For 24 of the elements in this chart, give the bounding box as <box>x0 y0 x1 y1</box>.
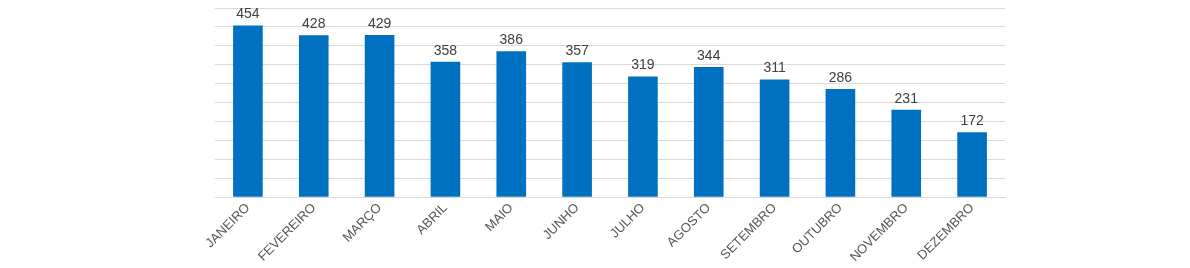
data-label: 286 <box>828 68 853 85</box>
data-label: 344 <box>697 46 721 63</box>
bar <box>825 89 856 197</box>
data-label: 357 <box>565 42 589 59</box>
bar <box>233 25 263 197</box>
bar <box>364 34 395 197</box>
data-label: 358 <box>433 41 458 58</box>
data-label: 429 <box>367 14 392 31</box>
data-label: 428 <box>302 15 326 32</box>
bar <box>628 76 658 197</box>
data-label: 172 <box>960 112 984 129</box>
bar <box>693 67 724 197</box>
bar <box>298 35 329 197</box>
data-label: 386 <box>499 31 524 48</box>
bar <box>891 109 922 197</box>
data-label: 454 <box>236 5 260 22</box>
bar <box>430 61 461 197</box>
bar <box>562 62 592 197</box>
data-label: 311 <box>763 59 786 76</box>
data-label: 231 <box>894 89 919 106</box>
bar <box>496 51 527 197</box>
data-label: 319 <box>631 56 655 73</box>
bar <box>759 79 790 197</box>
bar <box>957 132 987 197</box>
